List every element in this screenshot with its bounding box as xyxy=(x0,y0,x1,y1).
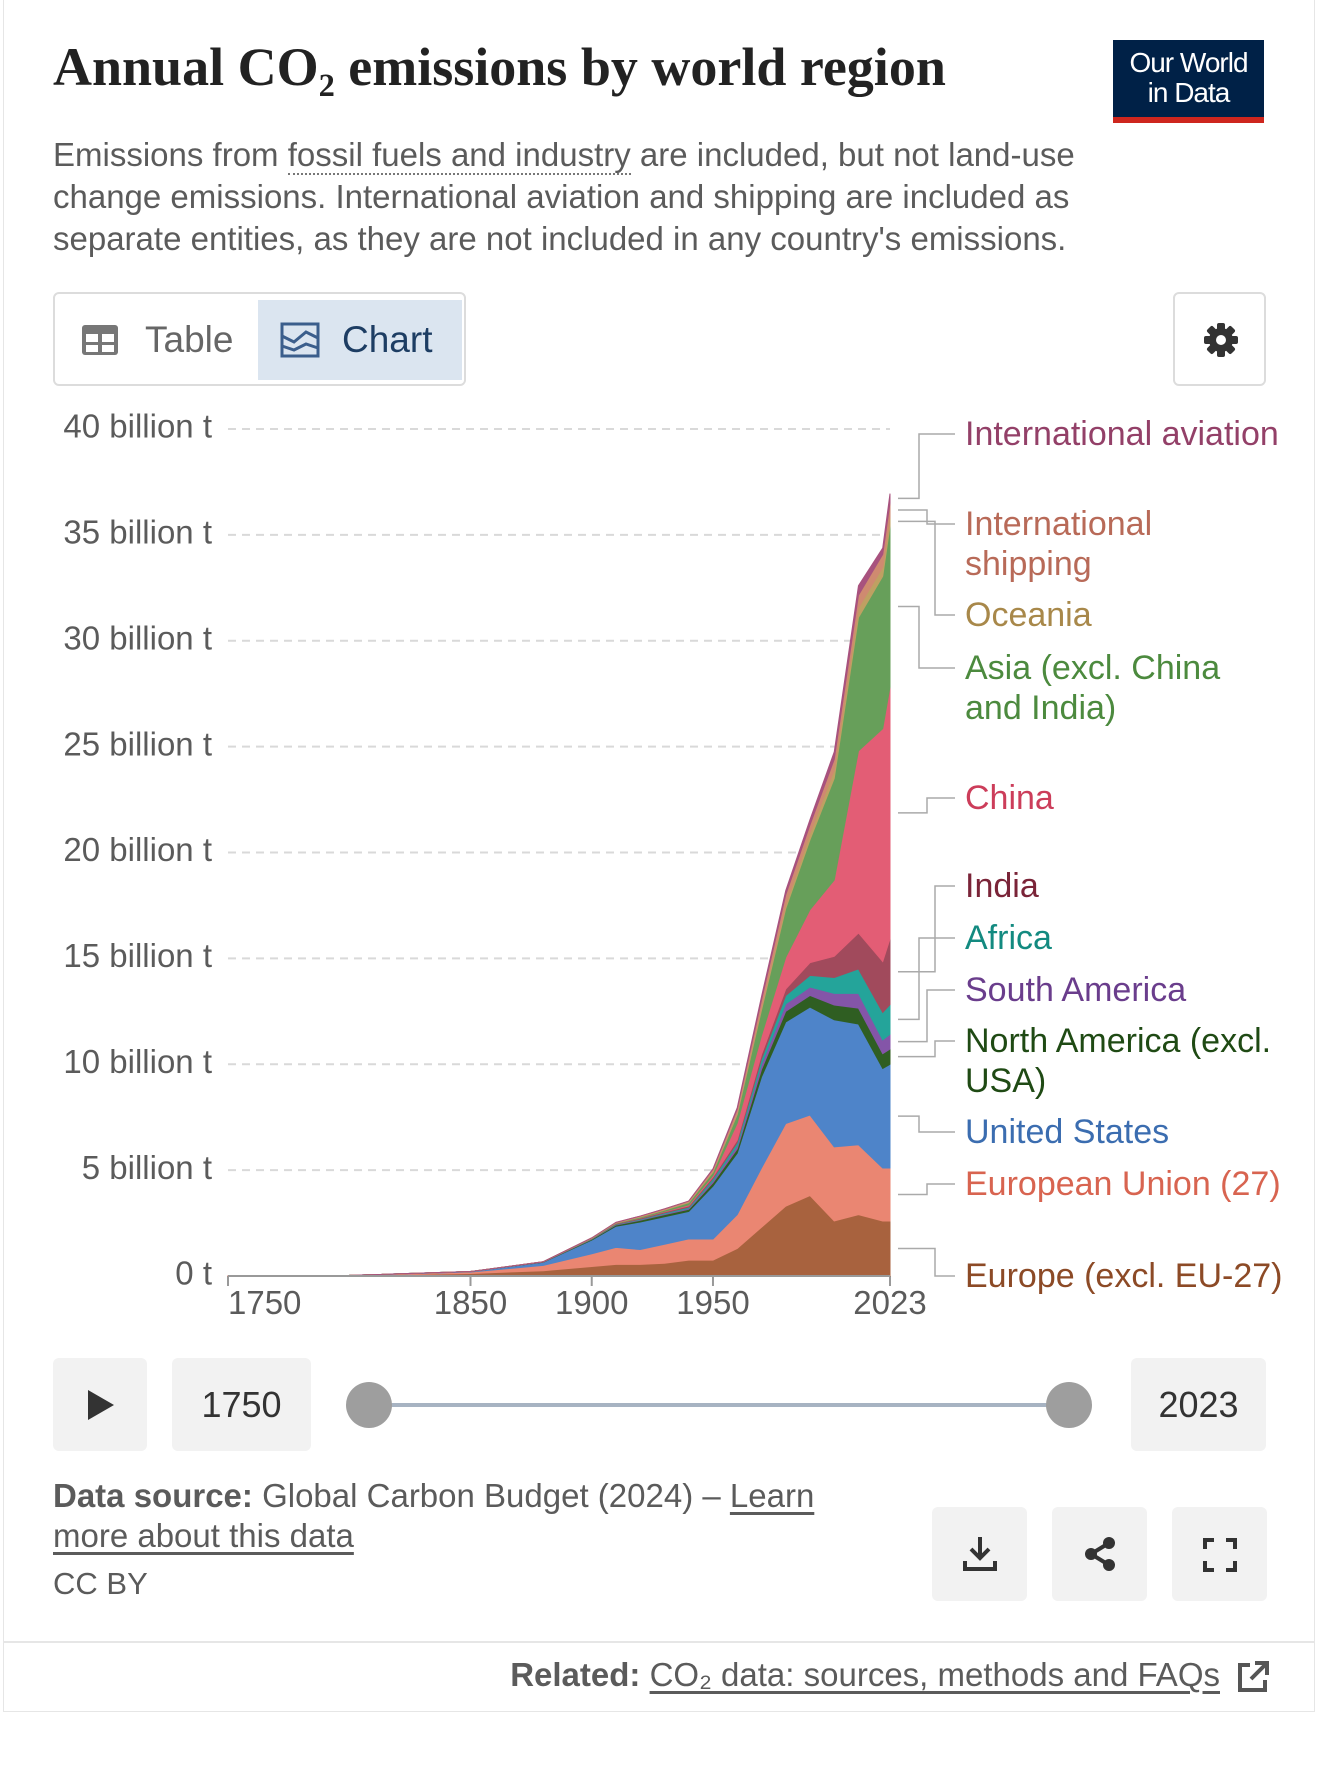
download-button[interactable] xyxy=(932,1507,1027,1601)
tab-label: Table xyxy=(145,319,234,360)
table-icon xyxy=(82,325,118,355)
source-label: Data source: xyxy=(53,1477,253,1514)
x-tick-label: 1900 xyxy=(555,1284,628,1321)
chart: 0 t 5 billion t 10 billion t 15 billion t 20… xyxy=(63,408,955,1321)
legend-label[interactable]: European Union (27) xyxy=(965,1165,1281,1203)
x-tick-label: 1750 xyxy=(228,1284,301,1321)
legend-connector xyxy=(898,885,955,973)
license: CC BY xyxy=(53,1566,148,1601)
y-tick-label: 35 billion t xyxy=(63,514,212,551)
title: Annual CO₂ emissions by world region xyxy=(53,37,946,97)
table-tab[interactable]: Table xyxy=(61,300,257,380)
play-button[interactable] xyxy=(53,1358,147,1451)
area xyxy=(227,493,891,1277)
chart-tab[interactable]: Chart xyxy=(258,300,462,380)
download-icon xyxy=(963,1537,997,1571)
y-tick-label: 5 billion t xyxy=(82,1149,212,1186)
y-tick-label: 0 t xyxy=(175,1255,212,1292)
legend-label[interactable]: South America xyxy=(965,971,1187,1009)
source: Data source: Global Carbon Budget (2024)… xyxy=(53,1476,883,1556)
legend-connector xyxy=(898,1183,955,1196)
x-tick-label: 2023 xyxy=(853,1284,926,1321)
legend-connector xyxy=(898,433,955,500)
slider-handle[interactable] xyxy=(1046,1382,1092,1428)
play-icon xyxy=(88,1390,114,1420)
fullscreen-icon xyxy=(1203,1538,1237,1572)
share-button[interactable] xyxy=(1052,1507,1147,1601)
external-icon xyxy=(1238,1661,1269,1692)
source-text: Global Carbon Budget (2024) – xyxy=(252,1477,730,1514)
y-tick-label: 20 billion t xyxy=(63,831,212,868)
logo-line: in Data xyxy=(1147,77,1231,108)
legend-connector xyxy=(898,1247,955,1277)
legend-label[interactable]: China xyxy=(965,779,1054,817)
related-link[interactable]: CO₂ data: sources, methods and FAQs xyxy=(649,1656,1220,1693)
legend-connector xyxy=(898,1115,955,1133)
share-icon xyxy=(1085,1537,1115,1571)
legend-connector xyxy=(898,520,955,616)
gear-icon xyxy=(1204,323,1238,357)
subtitle-text: are included, but not land-use change em… xyxy=(53,136,1075,257)
frame xyxy=(3,0,1315,1712)
slider-handle[interactable] xyxy=(346,1382,392,1428)
x-tick-label: 1950 xyxy=(676,1284,749,1321)
fullscreen-button[interactable] xyxy=(1172,1507,1267,1601)
slider-track xyxy=(369,1403,1069,1407)
logo[interactable]: Our World in Data xyxy=(1113,40,1264,123)
legend-label[interactable]: International shipping xyxy=(965,505,1153,583)
legend-connector xyxy=(898,605,955,669)
learn-more-link[interactable]: Learn more about this data xyxy=(53,1477,815,1554)
tab-label: Chart xyxy=(342,319,433,360)
legend-label[interactable]: Africa xyxy=(965,919,1052,957)
legend-connector xyxy=(898,1040,955,1058)
logo-line: Our World xyxy=(1129,47,1248,78)
legend-label[interactable]: Oceania xyxy=(965,596,1092,634)
legend-label[interactable]: Europe (excl. EU-27) xyxy=(965,1257,1283,1295)
legend-connector xyxy=(898,989,955,1043)
x-tick-label: 1850 xyxy=(434,1284,507,1321)
legend-label[interactable]: North America (excl. USA) xyxy=(965,1022,1272,1100)
y-tick-label: 25 billion t xyxy=(63,725,212,762)
settings-button[interactable] xyxy=(1173,292,1266,386)
legend-connector xyxy=(898,797,955,814)
subtitle: Emissions from fossil fuels and industry… xyxy=(53,134,1163,260)
legend-label[interactable]: India xyxy=(965,867,1039,905)
related: Related: CO₂ data: sources, methods and … xyxy=(510,1656,1220,1694)
legend-connector xyxy=(898,937,955,1021)
start-year[interactable]: 1750 xyxy=(172,1358,311,1451)
y-tick-label: 30 billion t xyxy=(63,619,212,656)
chart-icon xyxy=(280,322,320,358)
end-year[interactable]: 2023 xyxy=(1131,1358,1266,1451)
y-tick-label: 40 billion t xyxy=(63,408,212,445)
y-tick-label: 15 billion t xyxy=(63,937,212,974)
legend-label[interactable]: United States xyxy=(965,1113,1170,1151)
y-tick-label: 10 billion t xyxy=(63,1043,212,1080)
divider xyxy=(3,1641,1315,1643)
legend-label[interactable]: Asia (excl. China and India) xyxy=(965,649,1221,727)
related-label: Related: xyxy=(510,1656,641,1693)
subtitle-text: Emissions from xyxy=(53,136,288,173)
tab-switch: Table Chart xyxy=(53,292,466,386)
legend-connector xyxy=(898,509,955,525)
subtitle-link[interactable]: fossil fuels and industry xyxy=(287,136,631,175)
legend-label[interactable]: International aviation xyxy=(965,415,1279,453)
